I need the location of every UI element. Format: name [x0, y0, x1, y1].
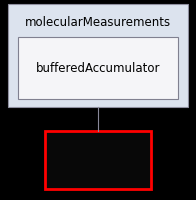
FancyBboxPatch shape [18, 38, 178, 100]
Text: bufferedAccumulator: bufferedAccumulator [36, 62, 160, 75]
Text: molecularMeasurements: molecularMeasurements [25, 15, 171, 28]
FancyBboxPatch shape [8, 5, 188, 107]
FancyBboxPatch shape [45, 131, 151, 189]
